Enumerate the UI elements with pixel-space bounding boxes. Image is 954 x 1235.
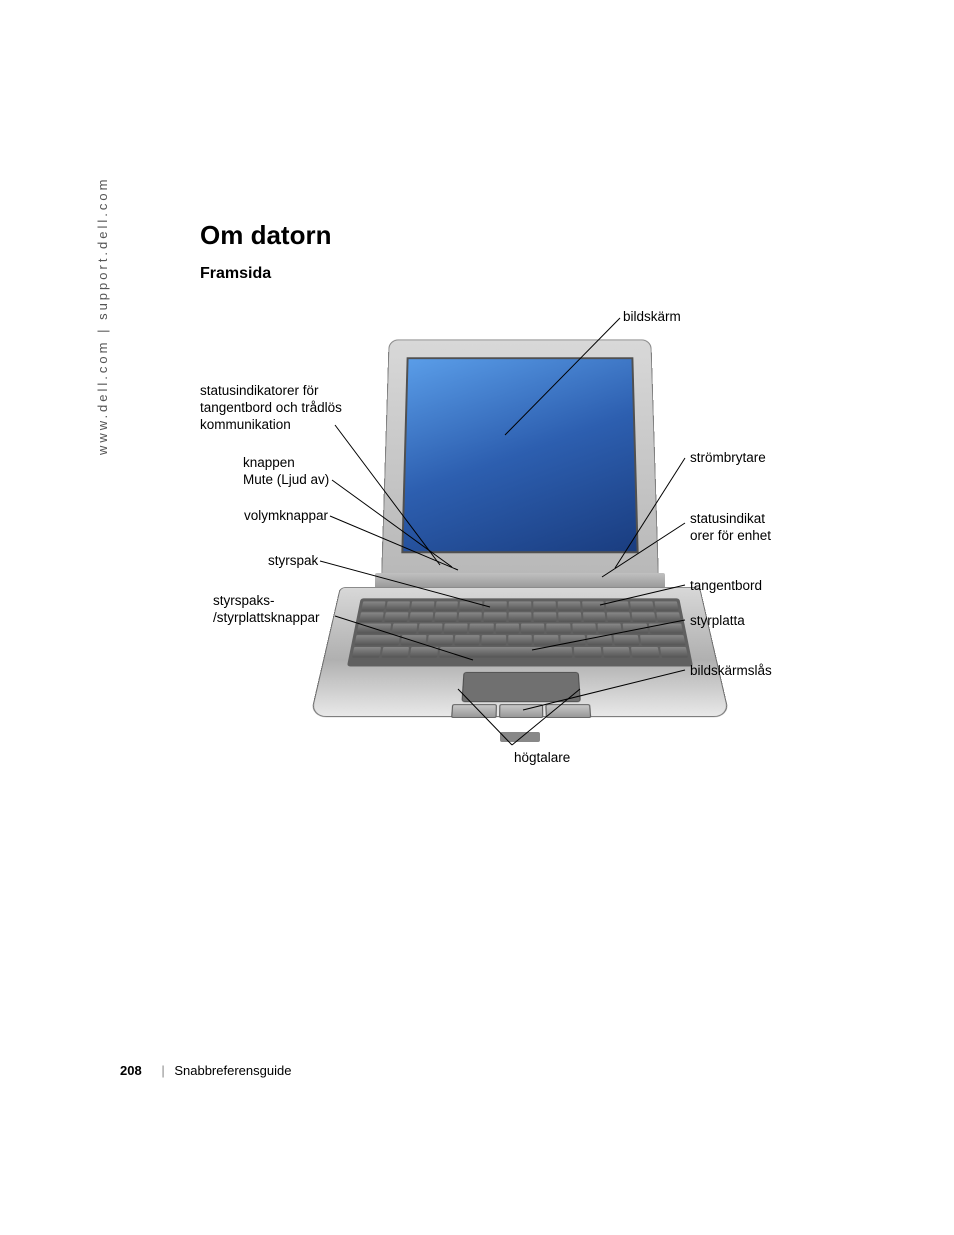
- section-subtitle: Framsida: [200, 265, 271, 283]
- label-status-kb-wireless: statusindikatorer för tangentbord och tr…: [200, 383, 350, 434]
- laptop-lid: [381, 339, 659, 577]
- laptop-illustration: [340, 335, 700, 735]
- sidebar-url-text: www.dell.com | support.dell.com: [95, 177, 110, 455]
- laptop-base: [310, 587, 730, 717]
- footer-separator: |: [161, 1063, 164, 1078]
- label-mute-line1: knappen: [243, 455, 295, 470]
- label-track-stick: styrspak: [268, 553, 318, 570]
- page-title: Om datorn: [200, 220, 331, 251]
- label-display-latch: bildskärmslås: [690, 663, 772, 680]
- label-volume-buttons: volymknappar: [244, 508, 328, 525]
- page-number: 208: [120, 1063, 142, 1078]
- laptop-latch: [500, 732, 540, 742]
- label-device-status-line1: statusindikat: [690, 511, 765, 526]
- label-touchpad: styrplatta: [690, 613, 745, 630]
- label-device-status: statusindikat orer för enhet: [690, 511, 771, 545]
- laptop-keyboard: [347, 598, 693, 666]
- laptop-touchpad-buttons: [451, 704, 591, 718]
- laptop-screen: [401, 357, 638, 553]
- footer-doc-title: Snabbreferensguide: [174, 1063, 291, 1078]
- label-keyboard: tangentbord: [690, 578, 762, 595]
- label-speakers: högtalare: [514, 750, 570, 767]
- label-stick-pad-buttons: styrspaks- /styrplattsknappar: [213, 593, 320, 627]
- label-stick-pad-line2: /styrplattsknappar: [213, 610, 320, 625]
- label-mute-button: knappen Mute (Ljud av): [243, 455, 329, 489]
- page-footer: 208 | Snabbreferensguide: [120, 1063, 291, 1078]
- label-power-button: strömbrytare: [690, 450, 766, 467]
- label-display: bildskärm: [623, 309, 681, 326]
- laptop-diagram: bildskärm statusindikatorer för tangentb…: [200, 295, 880, 785]
- label-device-status-line2: orer för enhet: [690, 528, 771, 543]
- label-stick-pad-line1: styrspaks-: [213, 593, 275, 608]
- laptop-touchpad: [461, 672, 580, 702]
- label-mute-line2: Mute (Ljud av): [243, 472, 329, 487]
